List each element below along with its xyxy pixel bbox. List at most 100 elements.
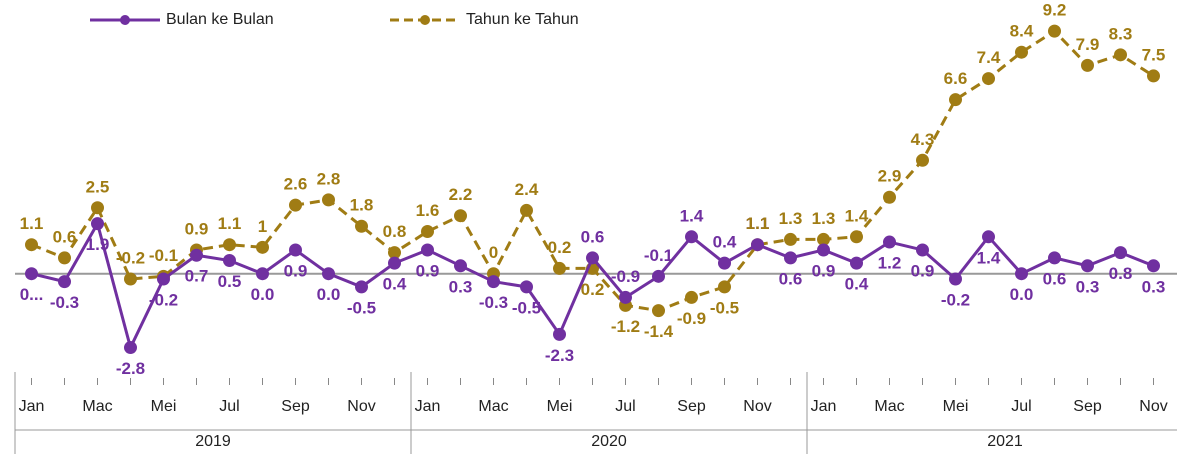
data-point [553, 327, 566, 341]
data-point [487, 275, 500, 289]
data-label: 1.3 [779, 209, 803, 228]
x-tick-label: Nov [347, 398, 375, 415]
legend-marker [420, 15, 430, 25]
x-tick-label: Mac [478, 398, 508, 415]
data-label: 2.6 [284, 175, 308, 194]
data-point [850, 256, 863, 270]
data-point [58, 275, 71, 289]
data-point [1015, 267, 1028, 281]
data-point [1114, 48, 1127, 62]
data-label: 1 [258, 217, 267, 236]
data-point [454, 259, 467, 273]
data-label: 1.9 [86, 235, 110, 254]
x-tick-label: Mei [547, 398, 573, 415]
data-label: 0.8 [383, 222, 407, 241]
data-point [883, 190, 896, 204]
data-label: 0.6 [779, 269, 803, 288]
data-label: 1.1 [20, 214, 44, 233]
data-label: 1.6 [416, 201, 440, 220]
legend-marker [120, 15, 130, 25]
data-point [25, 238, 38, 252]
data-point [520, 280, 533, 294]
data-point [91, 217, 104, 231]
data-label: 2.5 [86, 177, 110, 196]
legend-label: Tahun ke Tahun [466, 11, 579, 28]
data-point [25, 267, 38, 281]
data-label: 0.9 [185, 219, 209, 238]
data-point [256, 267, 269, 281]
data-point [652, 304, 665, 318]
data-point [91, 201, 104, 215]
data-point [256, 240, 269, 254]
x-tick-label: Mei [943, 398, 969, 415]
data-label: 0 [489, 243, 498, 262]
data-label: 0.9 [416, 261, 440, 280]
data-point [751, 238, 764, 252]
data-label: -1.2 [611, 317, 640, 336]
data-point [289, 243, 302, 257]
data-point [553, 261, 566, 275]
data-point [1147, 69, 1160, 83]
data-point [1015, 45, 1028, 59]
data-point [1147, 259, 1160, 273]
data-label: -2.3 [545, 346, 574, 365]
data-point [223, 238, 236, 252]
data-label: 1.1 [746, 214, 770, 233]
data-label: 2.4 [515, 180, 539, 199]
data-label: 7.9 [1076, 35, 1100, 54]
legend-label: Bulan ke Bulan [166, 11, 274, 28]
data-label: 0.0 [251, 285, 275, 304]
data-point [1081, 259, 1094, 273]
data-point [355, 280, 368, 294]
data-label: 2.9 [878, 167, 902, 186]
data-point [190, 248, 203, 262]
data-point [817, 243, 830, 257]
data-point [586, 251, 599, 265]
data-label: 1.3 [812, 209, 836, 228]
x-tick-label: Mac [874, 398, 904, 415]
data-label: 0.9 [911, 261, 935, 280]
data-label: -0.9 [611, 267, 640, 286]
data-point [421, 225, 434, 239]
data-point [949, 93, 962, 107]
data-point [223, 254, 236, 268]
data-label: -0.5 [512, 298, 541, 317]
data-point [949, 272, 962, 286]
data-point [1048, 24, 1061, 38]
x-tick-label: Jan [811, 398, 837, 415]
data-label: 0.8 [1109, 264, 1133, 283]
data-label: 1.1 [218, 214, 242, 233]
x-tick-label: Nov [743, 398, 771, 415]
x-tick-label: Jul [615, 398, 635, 415]
data-label: -0.5 [710, 298, 739, 317]
data-label: -0.2 [116, 248, 145, 267]
data-label: 1.1 [746, 214, 770, 233]
data-point [1048, 251, 1061, 265]
data-label: 8.4 [1010, 22, 1034, 41]
data-point [883, 235, 896, 249]
data-point [421, 243, 434, 257]
data-point [322, 267, 335, 281]
data-label: 2.8 [317, 169, 341, 188]
data-point [817, 232, 830, 246]
data-point [685, 290, 698, 304]
data-label: 8.3 [1109, 24, 1133, 43]
data-point [289, 198, 302, 212]
x-tick-label: Sep [281, 398, 310, 415]
data-label: -0.3 [50, 293, 79, 312]
x-tick-label: Jan [415, 398, 441, 415]
data-label: 1.4 [977, 248, 1001, 267]
data-point [520, 203, 533, 217]
data-point [982, 72, 995, 86]
data-label: 0.0 [317, 285, 341, 304]
data-label: 1.4 [845, 206, 869, 225]
data-label: -2.8 [116, 359, 145, 378]
data-point [388, 256, 401, 270]
data-label: 1.4 [680, 206, 704, 225]
data-label: -0.9 [677, 309, 706, 328]
data-label: 0.9 [284, 261, 308, 280]
data-point [718, 280, 731, 294]
data-label: 2.2 [449, 185, 473, 204]
data-label: 0.0 [1010, 285, 1034, 304]
